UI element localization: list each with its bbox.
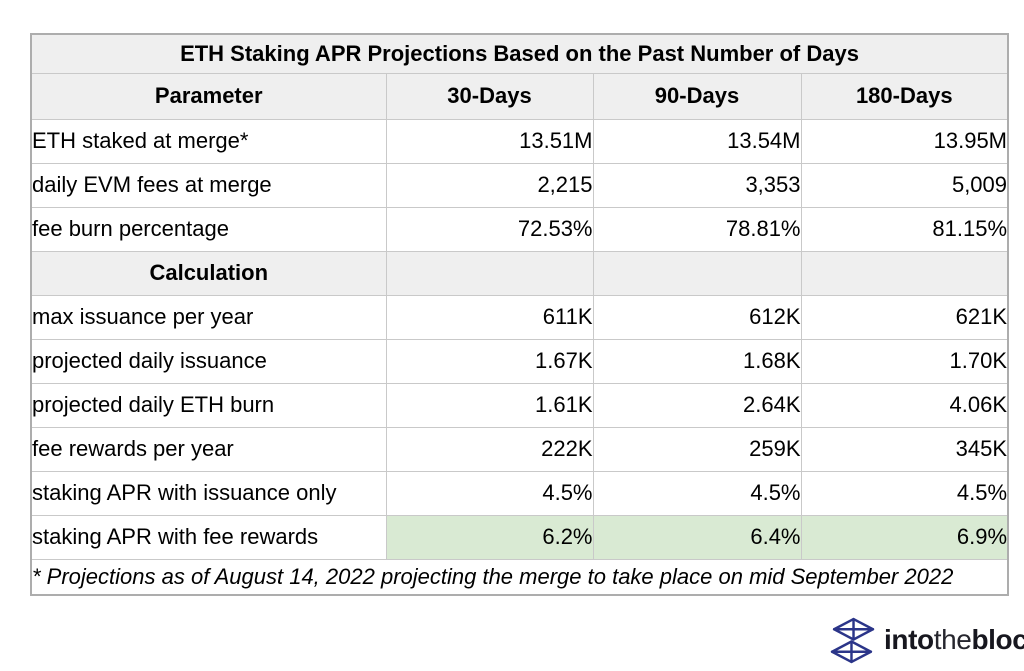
row-label: staking APR with fee rewards xyxy=(30,514,387,560)
table-row: staking APR with issuance only 4.5% 4.5% 4.… xyxy=(30,470,1009,516)
section-header-empty-cell xyxy=(800,250,1009,296)
row-value: 3,353 xyxy=(592,162,802,208)
row-label: staking APR with issuance only xyxy=(30,470,387,516)
section-header-label: Calculation xyxy=(30,250,387,296)
row-value: 6.9% xyxy=(800,514,1009,560)
intotheblock-wordmark: intotheblock xyxy=(884,626,1024,654)
row-value: 4.5% xyxy=(385,470,594,516)
section-header-row: Calculation xyxy=(30,250,1009,296)
row-value: 13.54M xyxy=(592,118,802,164)
intotheblock-logo: intotheblock xyxy=(830,616,1024,664)
title-row: ETH Staking APR Projections Based on the… xyxy=(30,33,1009,74)
wordmark-into: into xyxy=(884,624,934,655)
footnote-row: * Projections as of August 14, 2022 proj… xyxy=(30,558,1009,596)
row-label: max issuance per year xyxy=(30,294,387,340)
row-label: ETH staked at merge* xyxy=(30,118,387,164)
row-value: 222K xyxy=(385,426,594,472)
row-value: 612K xyxy=(592,294,802,340)
intotheblock-cube-icon xyxy=(830,617,875,663)
row-value: 259K xyxy=(592,426,802,472)
column-header-30-days: 30-Days xyxy=(385,72,594,120)
row-value: 72.53% xyxy=(385,206,594,252)
row-value: 81.15% xyxy=(800,206,1009,252)
table-title: ETH Staking APR Projections Based on the… xyxy=(30,33,1009,74)
row-value: 4.5% xyxy=(592,470,802,516)
table-row: fee burn percentage 72.53% 78.81% 81.15% xyxy=(30,206,1009,252)
row-value: 5,009 xyxy=(800,162,1009,208)
row-label: projected daily issuance xyxy=(30,338,387,384)
table-row: fee rewards per year 222K 259K 345K xyxy=(30,426,1009,472)
table-row: max issuance per year 611K 612K 621K xyxy=(30,294,1009,340)
row-value: 1.70K xyxy=(800,338,1009,384)
eth-staking-projections-table: ETH Staking APR Projections Based on the… xyxy=(30,33,1010,596)
column-header-180-days: 180-Days xyxy=(800,72,1009,120)
table-row: projected daily ETH burn 1.61K 2.64K 4.06K xyxy=(30,382,1009,428)
column-header-90-days: 90-Days xyxy=(592,72,802,120)
row-value: 1.67K xyxy=(385,338,594,384)
row-label: fee burn percentage xyxy=(30,206,387,252)
row-value: 78.81% xyxy=(592,206,802,252)
table-row: projected daily issuance 1.67K 1.68K 1.70K xyxy=(30,338,1009,384)
section-header-empty-cell xyxy=(592,250,802,296)
row-value: 1.61K xyxy=(385,382,594,428)
wordmark-the: the xyxy=(933,624,972,655)
row-value: 345K xyxy=(800,426,1009,472)
row-value: 1.68K xyxy=(592,338,802,384)
row-value: 2,215 xyxy=(385,162,594,208)
row-value: 4.5% xyxy=(800,470,1009,516)
table-footnote: * Projections as of August 14, 2022 proj… xyxy=(30,558,1009,596)
row-value: 621K xyxy=(800,294,1009,340)
table-body: ETH staked at merge* 13.51M 13.54M 13.95M da… xyxy=(30,118,1009,560)
row-label: fee rewards per year xyxy=(30,426,387,472)
row-value: 4.06K xyxy=(800,382,1009,428)
row-label: daily EVM fees at merge xyxy=(30,162,387,208)
table-row: staking APR with fee rewards 6.2% 6.4% 6.9% xyxy=(30,514,1009,560)
row-label: projected daily ETH burn xyxy=(30,382,387,428)
row-value: 611K xyxy=(385,294,594,340)
row-value: 2.64K xyxy=(592,382,802,428)
column-header-row: Parameter 30-Days 90-Days 180-Days xyxy=(30,72,1009,120)
row-value: 13.95M xyxy=(800,118,1009,164)
table-row: ETH staked at merge* 13.51M 13.54M 13.95M xyxy=(30,118,1009,164)
row-value: 13.51M xyxy=(385,118,594,164)
wordmark-block: block xyxy=(971,624,1024,655)
table-row: daily EVM fees at merge 2,215 3,353 5,009 xyxy=(30,162,1009,208)
row-value: 6.2% xyxy=(385,514,594,560)
section-header-empty-cell xyxy=(385,250,594,296)
column-header-parameter: Parameter xyxy=(30,72,387,120)
row-value: 6.4% xyxy=(592,514,802,560)
